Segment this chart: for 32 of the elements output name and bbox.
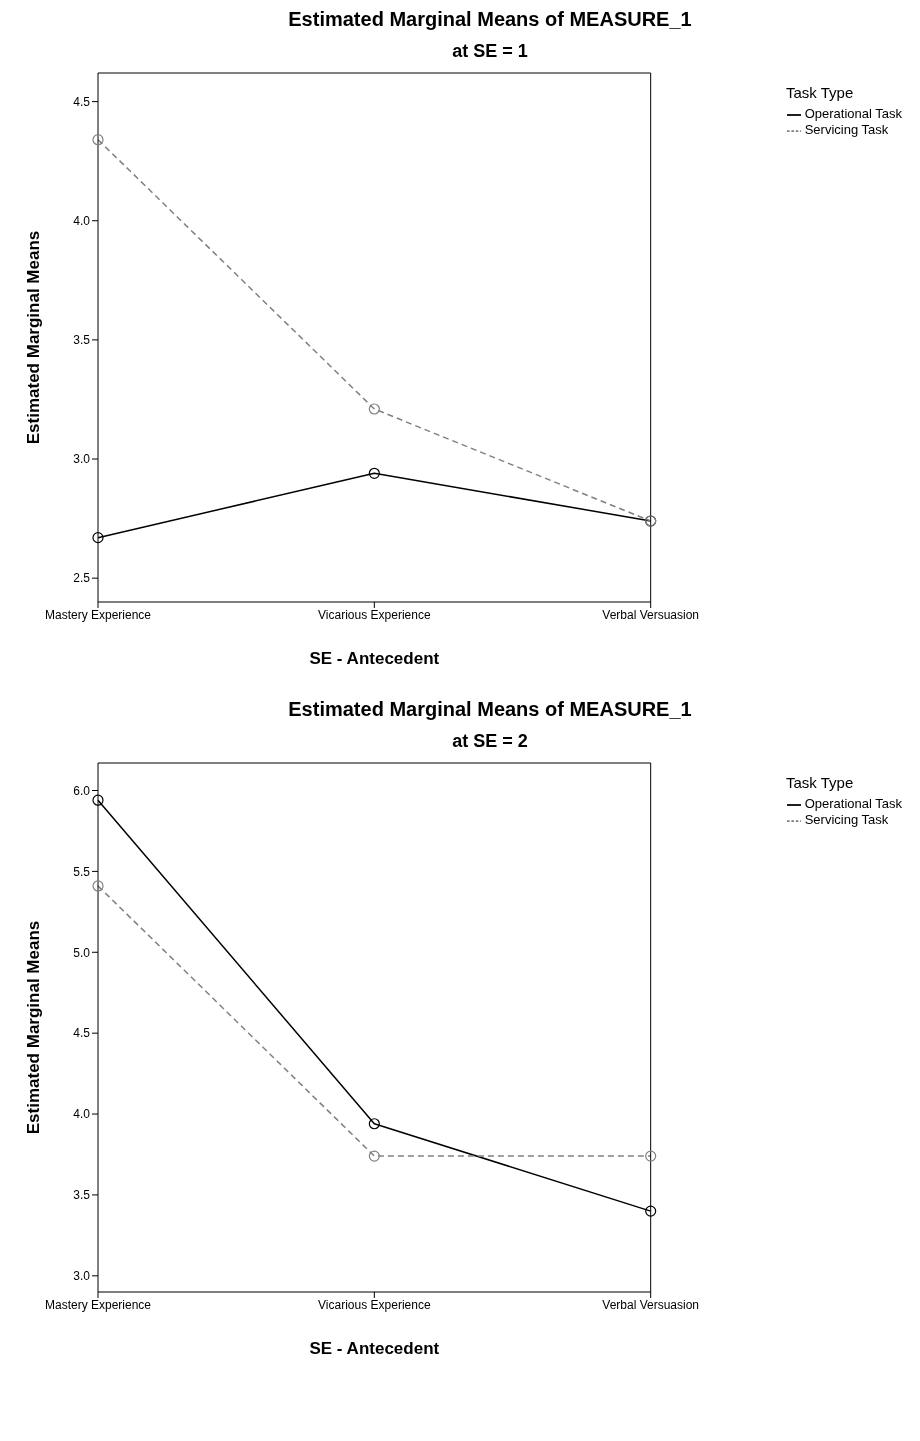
x-tick-label: Mastery Experience <box>44 1297 152 1312</box>
y-tick-label: 4.0 <box>73 214 91 228</box>
y-axis-title: Estimated Marginal Means <box>24 230 44 445</box>
chart-title: Estimated Marginal Means of MEASURE_1 <box>287 698 693 721</box>
y-tick-label: 4.5 <box>73 1026 91 1041</box>
x-tick-label: Vicarious Experience <box>318 607 431 622</box>
legend-label: Servicing Task <box>804 122 889 137</box>
x-tick-label: Verbal Versuasion <box>602 607 700 622</box>
x-tick-label: Vicarious Experience <box>318 1297 431 1312</box>
y-tick-label: 4.5 <box>73 94 91 109</box>
y-tick-label: 5.5 <box>73 864 91 879</box>
legend-label: Operational Task <box>804 796 902 811</box>
y-tick-label: 5.0 <box>73 945 91 960</box>
chart-title: Estimated Marginal Means of MEASURE_1 <box>287 8 693 31</box>
chart-subtitle: at SE = 1 <box>451 41 529 62</box>
legend-title: Task Type <box>786 774 854 791</box>
y-tick-label: 3.5 <box>73 1188 91 1203</box>
x-axis-title: SE - Antecedent <box>309 649 440 668</box>
y-tick-label: 6.0 <box>73 783 91 798</box>
y-tick-label: 3.0 <box>73 452 91 467</box>
y-axis-title: Estimated Marginal Means <box>24 920 44 1135</box>
y-tick-label: 3.5 <box>73 333 91 348</box>
legend-title: Task Type <box>786 84 854 101</box>
chart-subtitle: at SE = 2 <box>451 731 529 752</box>
legend-label: Operational Task <box>804 106 902 121</box>
x-tick-label: Mastery Experience <box>44 607 152 622</box>
y-tick-label: 4.0 <box>73 1107 91 1122</box>
y-tick-label: 2.5 <box>73 571 91 586</box>
legend-label: Servicing Task <box>804 812 889 827</box>
x-axis-title: SE - Antecedent <box>309 1339 440 1358</box>
x-tick-label: Verbal Versuasion <box>602 1297 700 1312</box>
y-tick-label: 3.0 <box>73 1269 91 1284</box>
